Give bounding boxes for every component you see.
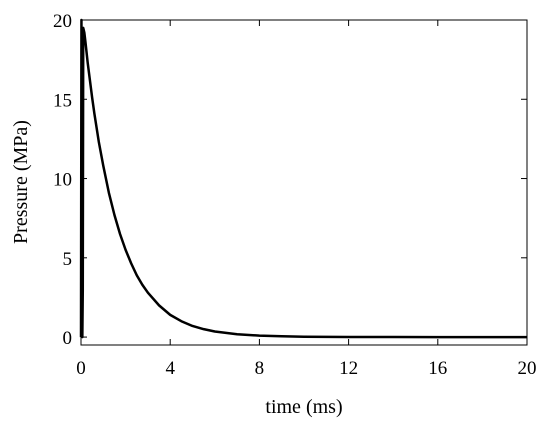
- x-axis-label: time (ms): [265, 396, 342, 418]
- x-tick-label: 20: [518, 358, 537, 379]
- y-axis-ticks: 0 5 10 15 20: [53, 11, 527, 349]
- x-tick-label: 8: [255, 358, 265, 379]
- x-tick-label: 12: [339, 358, 358, 379]
- y-tick-label: 10: [53, 170, 72, 191]
- y-tick-label: 0: [63, 328, 73, 349]
- plot-frame: [80, 19, 528, 346]
- x-axis-ticks: 0 4 8 12 16 20: [76, 20, 537, 379]
- x-tick-label: 16: [428, 358, 447, 379]
- x-tick-label: 0: [76, 358, 86, 379]
- y-axis-label: Pressure (MPa): [10, 120, 32, 244]
- x-tick-label: 4: [165, 358, 175, 379]
- y-tick-label: 20: [53, 11, 72, 32]
- y-tick-label: 5: [63, 249, 73, 270]
- pressure-series-line: [79, 18, 527, 339]
- y-tick-label: 15: [53, 90, 72, 111]
